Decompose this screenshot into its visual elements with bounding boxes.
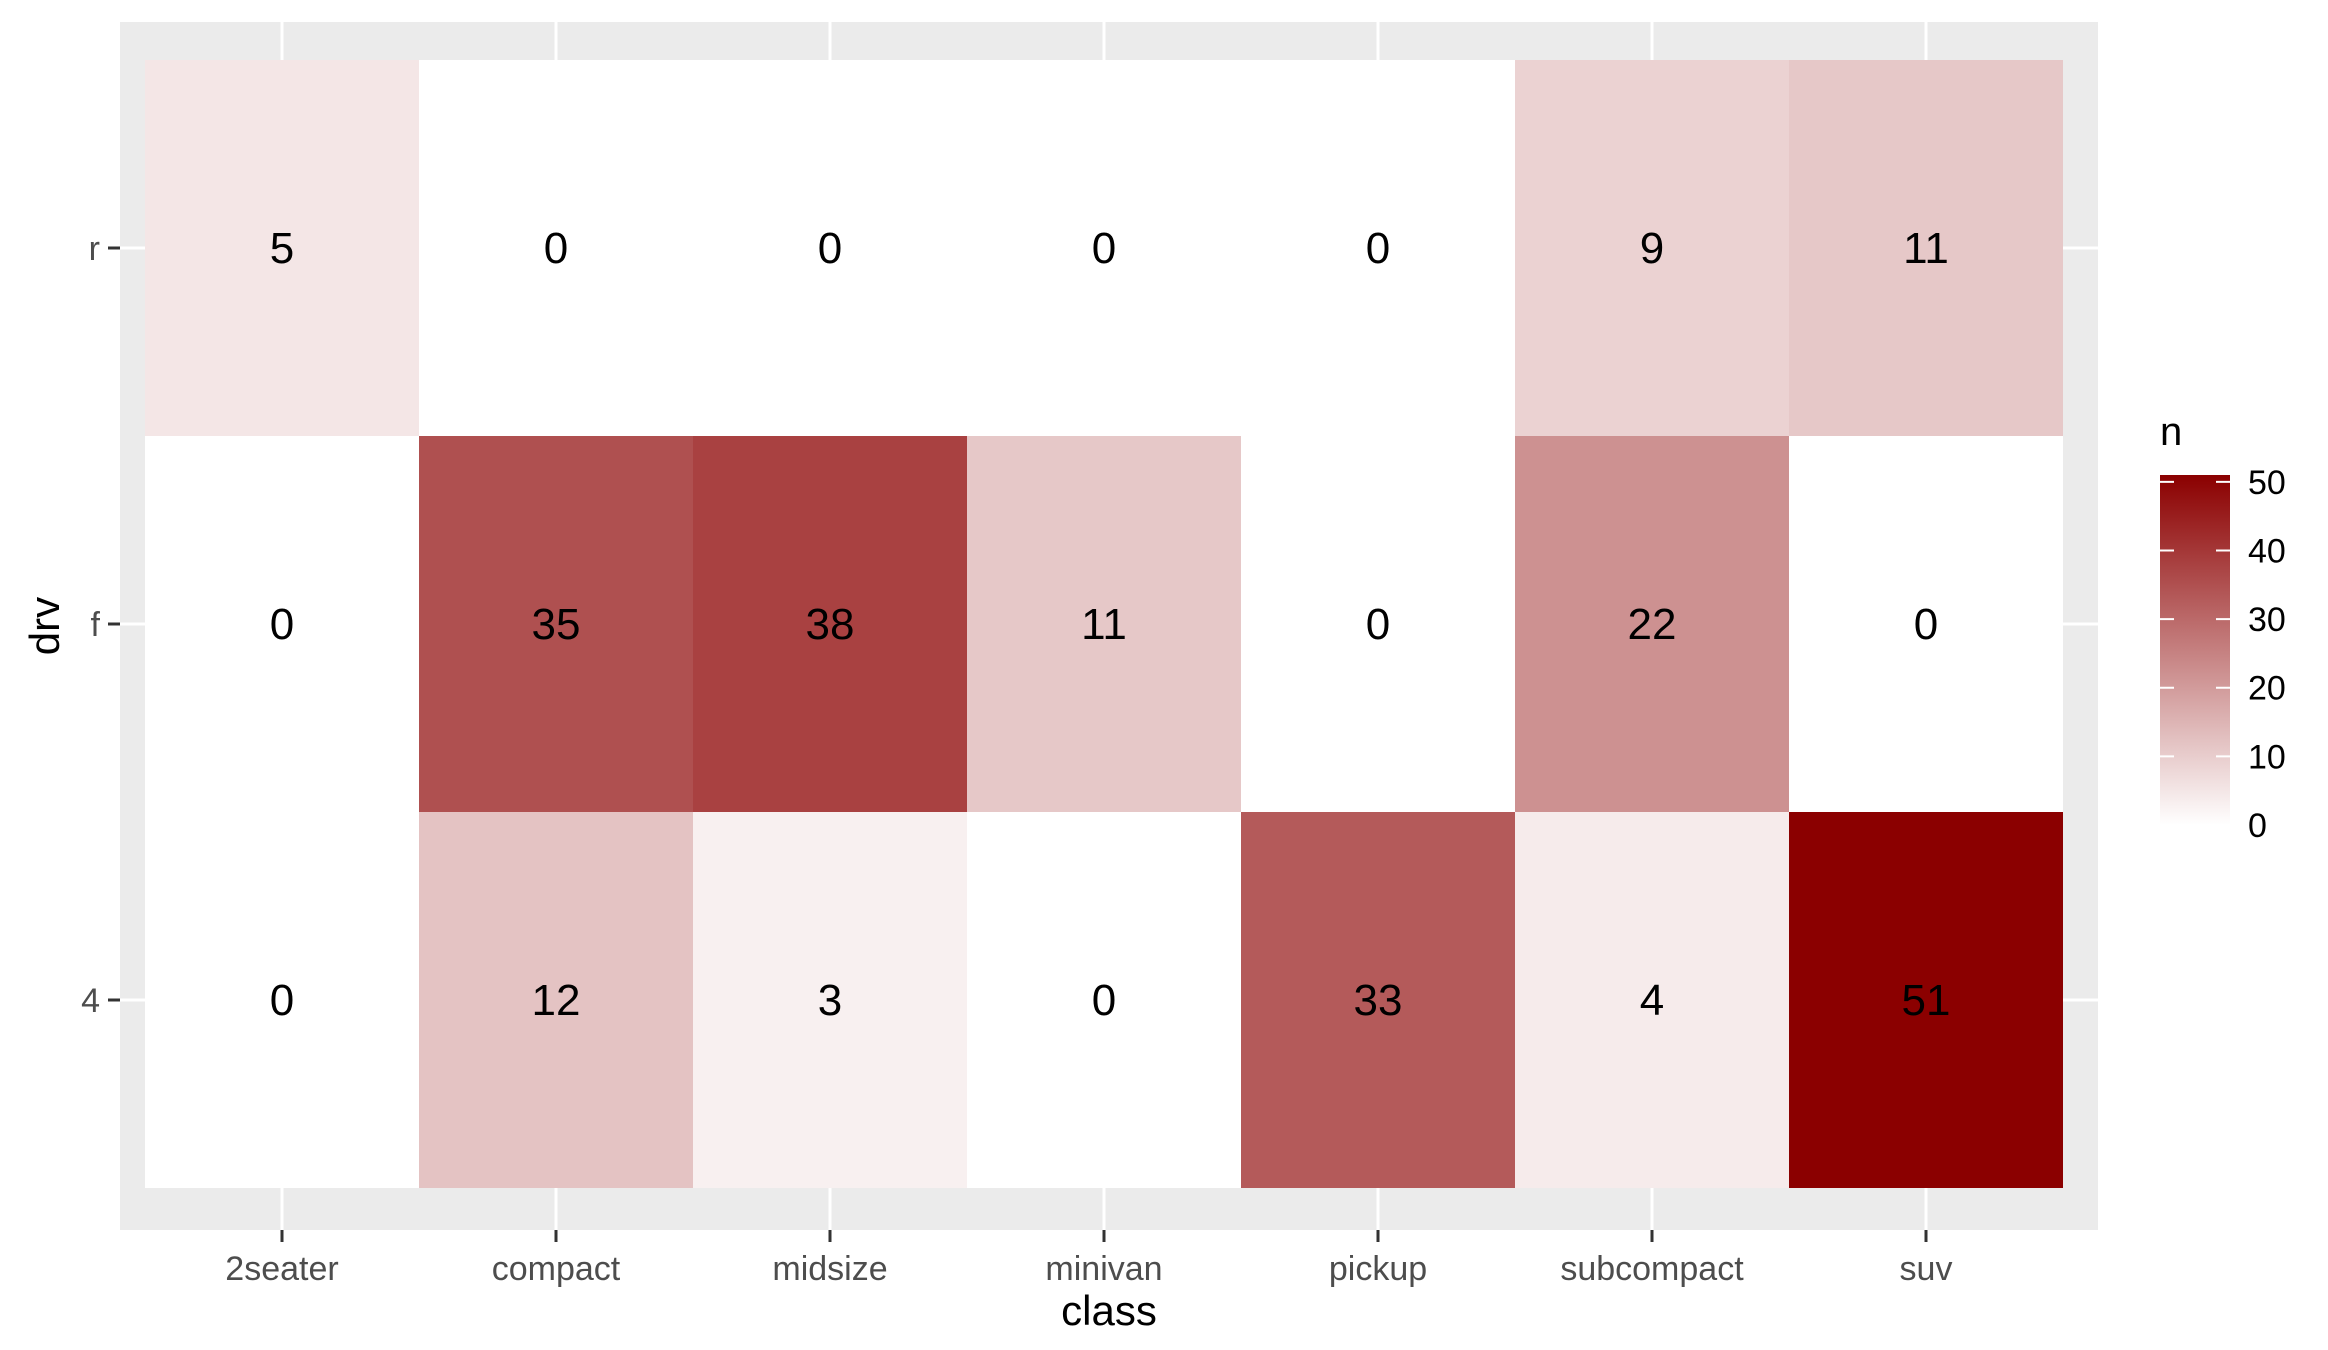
x-tick-label: minivan <box>1045 1250 1162 1288</box>
heatmap-tile <box>967 436 1241 812</box>
heatmap-tile <box>145 60 419 436</box>
cell-label-layer: 5 0 0 0 0 9 11 0 35 38 11 0 22 0 0 12 3 0 33 4 51 <box>270 224 1951 1025</box>
legend-tick-label: 30 <box>2248 601 2286 639</box>
heatmap-tile <box>1789 812 2063 1188</box>
y-tick-label: r <box>89 230 100 268</box>
y-tick-label: f <box>91 606 101 644</box>
legend-colorbar <box>2160 475 2230 825</box>
heatmap-tile <box>145 812 419 1188</box>
legend-title: n <box>2160 410 2182 454</box>
heatmap-tile <box>693 812 967 1188</box>
cell-value-label: 11 <box>1081 600 1127 649</box>
cell-value-label: 4 <box>1640 976 1664 1025</box>
x-tick-label: suv <box>1900 1250 1953 1288</box>
heatmap-tile <box>419 436 693 812</box>
x-tick-label: midsize <box>772 1250 887 1288</box>
x-axis: 2seater compact midsize minivan pickup subcom… <box>225 1230 1952 1288</box>
heatmap-tile <box>1515 60 1789 436</box>
heatmap-tile <box>1241 436 1515 812</box>
heatmap-tile <box>1789 436 2063 812</box>
heatmap-tile <box>967 60 1241 436</box>
heatmap-tile <box>967 812 1241 1188</box>
cell-value-label: 5 <box>270 224 294 273</box>
x-tick-label: pickup <box>1329 1250 1427 1288</box>
heatmap-tile <box>419 812 693 1188</box>
cell-value-label: 0 <box>1092 224 1116 273</box>
legend-tick-label: 50 <box>2248 464 2286 502</box>
heatmap-tile <box>419 60 693 436</box>
tile-layer <box>145 60 2063 1188</box>
x-tick-label: 2seater <box>225 1250 338 1288</box>
legend-tick-label: 20 <box>2248 670 2286 708</box>
x-tick-label: compact <box>492 1250 621 1288</box>
cell-value-label: 0 <box>270 600 294 649</box>
cell-value-label: 0 <box>1914 600 1938 649</box>
legend-ticks: 0 10 20 30 40 50 <box>2160 464 2286 845</box>
heatmap-tile <box>1241 60 1515 436</box>
cell-value-label: 0 <box>270 976 294 1025</box>
legend-tick-label: 0 <box>2248 807 2267 845</box>
heatmap-tile <box>1515 436 1789 812</box>
cell-value-label: 0 <box>1366 224 1390 273</box>
legend-tick-label: 40 <box>2248 532 2286 570</box>
legend-tick-label: 10 <box>2248 738 2286 776</box>
y-axis-title: drv <box>21 597 68 655</box>
heatmap-tile <box>693 436 967 812</box>
heatmap-tile <box>145 436 419 812</box>
cell-value-label: 12 <box>532 976 581 1025</box>
y-tick-label: 4 <box>81 982 100 1020</box>
cell-value-label: 0 <box>1366 600 1390 649</box>
cell-value-label: 35 <box>532 600 581 649</box>
cell-value-label: 3 <box>818 976 842 1025</box>
heatmap-tile <box>1241 812 1515 1188</box>
y-axis: r f 4 <box>81 230 120 1020</box>
cell-value-label: 38 <box>806 600 855 649</box>
cell-value-label: 51 <box>1902 976 1951 1025</box>
cell-value-label: 0 <box>544 224 568 273</box>
heatmap-tile <box>693 60 967 436</box>
x-axis-title: class <box>1061 1287 1157 1334</box>
heatmap-tile <box>1515 812 1789 1188</box>
cell-value-label: 22 <box>1628 600 1677 649</box>
cell-value-label: 11 <box>1903 224 1949 273</box>
cell-value-label: 9 <box>1640 224 1664 273</box>
cell-value-label: 33 <box>1354 976 1403 1025</box>
x-tick-label: subcompact <box>1560 1250 1744 1288</box>
cell-value-label: 0 <box>818 224 842 273</box>
legend: n 0 10 20 30 40 50 <box>2160 410 2286 845</box>
heatmap-tile <box>1789 60 2063 436</box>
cell-value-label: 0 <box>1092 976 1116 1025</box>
